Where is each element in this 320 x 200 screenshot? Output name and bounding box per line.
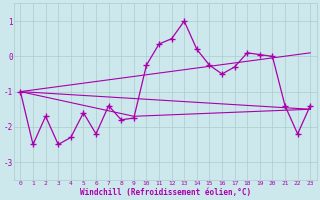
X-axis label: Windchill (Refroidissement éolien,°C): Windchill (Refroidissement éolien,°C)	[80, 188, 251, 197]
